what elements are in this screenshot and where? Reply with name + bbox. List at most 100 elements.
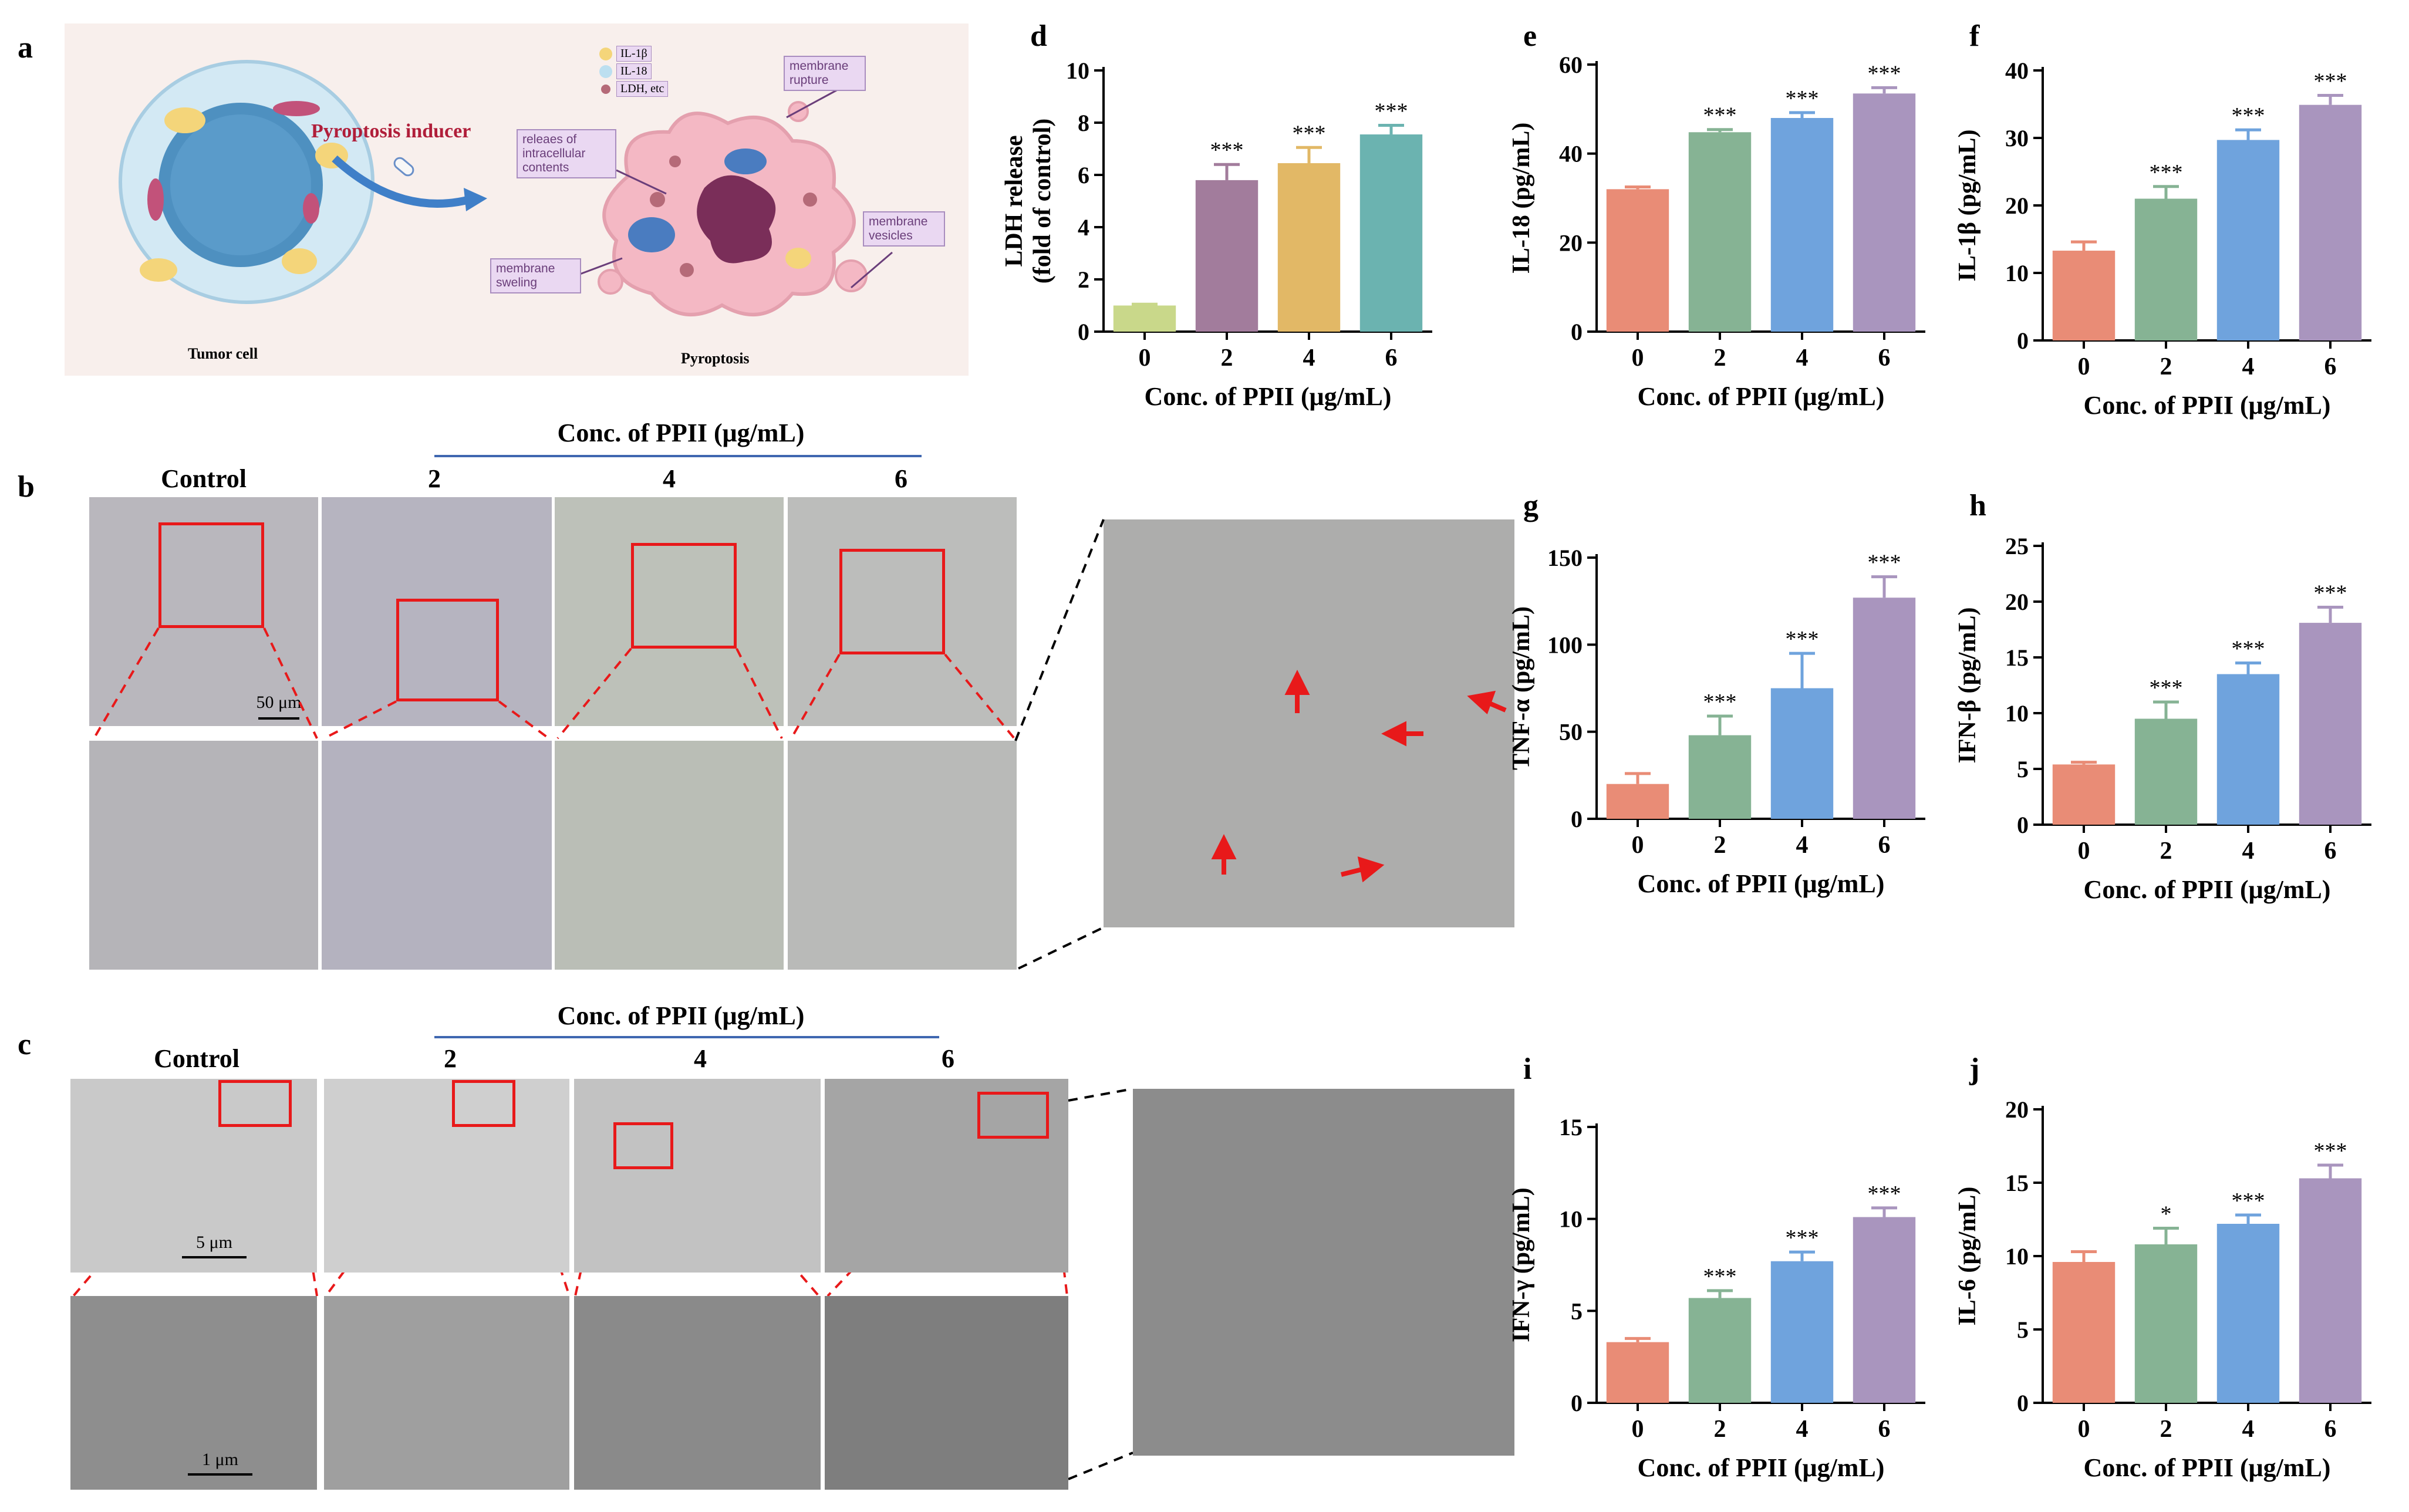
brightfield-4-high <box>555 741 784 970</box>
chart-f-bar <box>2299 104 2362 340</box>
panel-b-scale-bar <box>258 717 299 720</box>
tem-zoom-inset <box>1133 1089 1514 1456</box>
chart-j-significance: * <box>2161 1202 2172 1227</box>
chart-g-x-tick-label: 6 <box>1878 832 1891 859</box>
chart-e-significance: *** <box>1868 61 1901 86</box>
chart-h-y-tick-label: 15 <box>2005 644 2029 671</box>
chart-e-bar <box>1770 118 1834 332</box>
chart-h-significance: *** <box>2232 637 2265 662</box>
chart-d: d 0 2 4 6 8 10 0 2 *** 4 *** 6 *** Conc. of PPII (μg/m… <box>1001 23 1432 411</box>
chart-d-y-tick-label: 10 <box>1066 58 1089 84</box>
zoom-box-6 <box>839 549 945 654</box>
chart-d-x-tick-label: 0 <box>1139 345 1151 372</box>
chart-e-x-label: Conc. of PPII (μg/mL) <box>1638 382 1885 411</box>
panel-letter-c: c <box>18 1028 32 1061</box>
panel-c-col-6: 6 <box>942 1044 954 1073</box>
chart-f-x-label: Conc. of PPII (μg/mL) <box>2084 391 2331 420</box>
chart-i-y-label: IFN-γ (pg/mL) <box>1509 1187 1535 1342</box>
panel-c-scale-bar-top <box>182 1256 247 1258</box>
chart-f-letter: f <box>1969 23 1980 53</box>
tem-4-high <box>574 1296 821 1490</box>
panel-c-scale-bottom: 1 μm <box>202 1450 238 1469</box>
tem-2-high <box>324 1296 569 1490</box>
chart-h-x-tick-label: 0 <box>2078 838 2090 865</box>
chart-h-y-tick-label: 25 <box>2005 533 2029 559</box>
tem-box-6 <box>977 1092 1049 1139</box>
chart-f-y-tick-label: 40 <box>2005 58 2029 84</box>
chart-h-y-tick-label: 20 <box>2005 589 2029 615</box>
tem-box-2 <box>452 1080 515 1127</box>
chart-d-x-tick-label: 4 <box>1303 345 1315 372</box>
chart-i: i 0 5 10 15 0 2 *** 4 *** 6 *** Conc. of PPII (μg/mL… <box>1509 1057 1925 1482</box>
chart-g-y-tick-label: 50 <box>1559 719 1583 745</box>
chart-d-y-tick-label: 6 <box>1078 162 1089 188</box>
chart-i-x-tick-label: 4 <box>1796 1416 1809 1443</box>
zoom-box-control <box>158 522 264 628</box>
chart-h-bar <box>2134 718 2198 825</box>
chart-e-y-tick-label: 20 <box>1559 230 1583 256</box>
chart-h-y-label: IFN-β (pg/mL) <box>1955 608 1981 764</box>
chart-i-bar <box>1606 1342 1669 1403</box>
chart-j-y-tick-label: 0 <box>2017 1390 2029 1416</box>
chart-j-letter: j <box>1969 1057 1979 1086</box>
pyroptosis-inducer-label: Pyroptosis inducer <box>311 120 471 142</box>
chart-i-y-tick-label: 0 <box>1571 1390 1583 1416</box>
chart-g-x-tick-label: 0 <box>1632 832 1644 859</box>
chart-j-y-tick-label: 15 <box>2005 1170 2029 1196</box>
chart-d-y-tick-label: 0 <box>1078 319 1089 345</box>
chart-j-bar <box>2134 1244 2198 1403</box>
chart-f: f 0 10 20 30 40 0 2 *** 4 *** 6 *** Conc. of PPII (μg… <box>1955 23 2371 420</box>
chart-g-x-label: Conc. of PPII (μg/mL) <box>1638 869 1885 898</box>
brightfield-2-low <box>322 497 552 726</box>
chart-f-x-tick-label: 2 <box>2160 353 2172 380</box>
chart-j-significance: *** <box>2314 1139 2347 1163</box>
chart-i-significance: *** <box>1786 1226 1819 1250</box>
callout-vesicles: membrane vesicles <box>863 211 945 247</box>
chart-g-y-tick-label: 100 <box>1547 632 1583 658</box>
chart-h-bar <box>2052 764 2116 825</box>
chart-j-y-tick-label: 5 <box>2017 1317 2029 1343</box>
chart-h-bar <box>2299 623 2362 825</box>
tem-4-low <box>574 1079 821 1273</box>
chart-h-x-label: Conc. of PPII (μg/mL) <box>2084 875 2331 904</box>
brightfield-6-high <box>788 741 1017 970</box>
tem-6-low <box>825 1079 1068 1273</box>
chart-f-x-tick-label: 4 <box>2242 353 2255 380</box>
chart-g-x-tick-label: 4 <box>1796 832 1809 859</box>
chart-f-x-tick-label: 6 <box>2324 353 2337 380</box>
chart-g-x-tick-label: 2 <box>1714 832 1726 859</box>
chart-d-bar <box>1113 305 1176 332</box>
chart-f-plot: f 0 10 20 30 40 0 2 *** 4 *** 6 *** Conc. of PPII (μg… <box>1955 23 2371 420</box>
chart-h-bar <box>2216 674 2280 825</box>
schematic-panel: IL-1β IL-18 LDH, etc Pyroptosis inducer … <box>65 23 969 376</box>
chart-i-bar <box>1770 1261 1834 1403</box>
chart-e-significance: *** <box>1786 86 1819 111</box>
chart-i-bar <box>1853 1217 1916 1403</box>
chart-j-y-tick-label: 20 <box>2005 1096 2029 1123</box>
chart-e-x-tick-label: 0 <box>1632 345 1644 372</box>
chart-h-x-tick-label: 6 <box>2324 838 2337 865</box>
chart-i-x-tick-label: 2 <box>1714 1416 1726 1443</box>
brightfield-control-high <box>89 741 318 970</box>
callout-swelling: membrane sweling <box>490 258 581 293</box>
chart-d-y-tick-label: 2 <box>1078 266 1089 293</box>
chart-d-x-tick-label: 2 <box>1221 345 1233 372</box>
panel-c-scale-bar-bottom <box>188 1473 252 1476</box>
chart-g-significance: *** <box>1786 627 1819 652</box>
chart-f-significance: *** <box>2150 160 2183 185</box>
chart-i-significance: *** <box>1703 1264 1737 1289</box>
legend-ldh: LDH, etc <box>616 81 669 97</box>
chart-d-x-tick-label: 6 <box>1385 345 1398 372</box>
chart-f-y-label: IL-1β (pg/mL) <box>1955 130 1981 282</box>
chart-g-bar <box>1606 784 1669 819</box>
panel-b-col-4: 4 <box>663 464 676 493</box>
chart-e-bar <box>1853 93 1916 332</box>
panel-c-scale-top: 5 μm <box>196 1233 232 1252</box>
chart-f-y-tick-label: 20 <box>2005 193 2029 219</box>
tem-6-high <box>825 1296 1068 1490</box>
chart-g: g 0 50 100 150 0 2 *** 4 *** 6 *** Conc. of PPII (μg… <box>1509 493 1925 898</box>
chart-h: h 0 5 10 15 20 25 0 2 *** 4 *** 6 *** Conc. of PPII (μ… <box>1955 493 2371 904</box>
chart-i-x-label: Conc. of PPII (μg/mL) <box>1638 1453 1885 1482</box>
panel-b-conc-title: Conc. of PPII (μg/mL) <box>557 419 805 447</box>
tem-box-control <box>218 1080 292 1127</box>
